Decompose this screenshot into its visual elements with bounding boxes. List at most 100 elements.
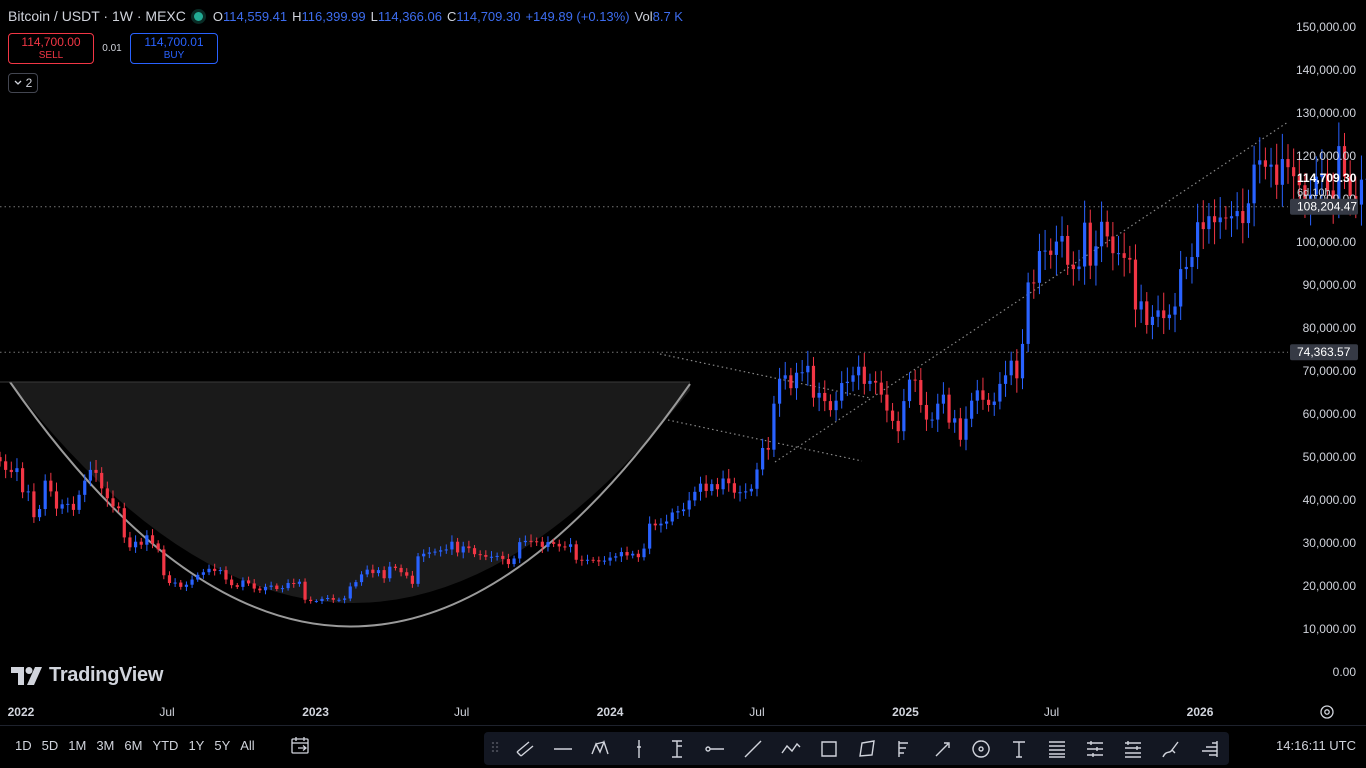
candle-up xyxy=(26,491,30,493)
vertical-cursor-tool[interactable] xyxy=(620,732,658,765)
candle-up xyxy=(834,400,838,411)
candle-down xyxy=(986,399,991,405)
candle-up xyxy=(184,584,189,587)
candle-down xyxy=(472,548,477,555)
candle-down xyxy=(874,380,878,383)
low-label: L xyxy=(370,8,378,24)
buy-button[interactable]: 114,700.01 BUY xyxy=(130,33,218,64)
candle-up xyxy=(930,419,934,421)
horizontal-ray-tool[interactable] xyxy=(696,732,734,765)
candle-up xyxy=(1150,316,1155,325)
candle-up xyxy=(1207,216,1211,230)
candle-down xyxy=(789,375,793,389)
candle-down xyxy=(275,585,279,590)
price-tick-label: 140,000.00 xyxy=(1296,63,1356,77)
candle-down xyxy=(1133,259,1138,310)
drag-handle-icon[interactable]: ⠿ xyxy=(489,740,501,756)
candle-down xyxy=(4,461,8,470)
candle-up xyxy=(512,558,516,565)
candle-up xyxy=(664,521,669,524)
chart-canvas[interactable]: 0.00 10,000.00 20,000.00 30,000.00 40,000.00… xyxy=(0,0,1366,725)
gann-fan-tool[interactable] xyxy=(1114,732,1152,765)
candle-down xyxy=(732,483,736,493)
candle-up xyxy=(1026,282,1030,344)
time-tick-label: 2022 xyxy=(8,705,35,719)
path-tool[interactable] xyxy=(772,732,810,765)
range-ytd[interactable]: YTD xyxy=(152,738,179,753)
price-tick-label: 80,000.00 xyxy=(1303,321,1357,335)
candle-down xyxy=(1292,167,1296,177)
candle-down xyxy=(371,569,375,574)
settings-icon[interactable] xyxy=(1320,705,1334,719)
candle-up xyxy=(1094,246,1098,266)
candle-up xyxy=(354,582,358,587)
candle-down xyxy=(535,541,539,543)
candle-down xyxy=(1212,216,1217,223)
candle-up xyxy=(241,580,245,587)
indicators-toggle[interactable]: 2 xyxy=(8,73,38,93)
trend-line-tool[interactable] xyxy=(734,732,772,765)
clock[interactable]: 14:16:11 UTC xyxy=(1276,738,1356,753)
candle-down xyxy=(591,559,595,561)
volume-profile-tool[interactable] xyxy=(1190,732,1228,765)
candle-up xyxy=(207,568,211,573)
candle-down xyxy=(1286,159,1290,168)
pen-arrow-tool[interactable] xyxy=(924,732,962,765)
channel-lower xyxy=(667,419,863,462)
range-5d[interactable]: 5D xyxy=(41,738,59,753)
fib-retracement-tool[interactable] xyxy=(1038,732,1076,765)
range-all[interactable]: All xyxy=(240,738,255,753)
candle-down xyxy=(540,541,544,547)
candle-up xyxy=(523,540,527,543)
symbol-title[interactable]: Bitcoin / USDT · 1W · MEXC xyxy=(8,8,186,24)
candle-down xyxy=(506,558,511,565)
polygon-icon xyxy=(859,739,875,757)
candle-up xyxy=(602,560,607,562)
candle-down xyxy=(924,404,929,420)
circle-tool[interactable] xyxy=(962,732,1000,765)
text-tool[interactable] xyxy=(1000,732,1038,765)
range-1y[interactable]: 1Y xyxy=(188,738,205,753)
parallel-channel-tool[interactable] xyxy=(506,732,544,765)
xabcd-pattern-tool[interactable] xyxy=(582,732,620,765)
candle-up xyxy=(794,372,799,389)
range-3m[interactable]: 3M xyxy=(96,738,115,753)
candle-down xyxy=(890,410,895,421)
candle-down xyxy=(1162,310,1166,319)
candle-down xyxy=(167,575,172,583)
candle-up xyxy=(970,400,974,419)
candle-down xyxy=(292,582,296,584)
price-tick-label: 100,000.00 xyxy=(1296,235,1356,249)
pen-arrow-icon xyxy=(935,741,950,756)
time-tick-label: Jul xyxy=(454,705,469,719)
range-1d[interactable]: 1D xyxy=(15,738,32,753)
candle-down xyxy=(258,588,262,591)
range-5y[interactable]: 5Y xyxy=(214,738,231,753)
time-tick-label: 2026 xyxy=(1187,705,1214,719)
level-price-badge xyxy=(1290,198,1358,215)
polygon-tool[interactable] xyxy=(848,732,886,765)
candle-down xyxy=(885,394,889,411)
open-label: O xyxy=(212,8,224,24)
long-position-tool[interactable] xyxy=(658,732,696,765)
volume-label: Vol xyxy=(634,8,653,24)
goto-date-icon[interactable] xyxy=(290,736,312,761)
horizontal-line-tool[interactable] xyxy=(544,732,582,765)
candle-up xyxy=(772,403,776,450)
fib-tool[interactable] xyxy=(886,732,924,765)
range-6m[interactable]: 6M xyxy=(124,738,143,753)
candle-up xyxy=(342,598,347,600)
pitchfork-tool[interactable] xyxy=(1076,732,1114,765)
time-tick-label: 2025 xyxy=(892,705,919,719)
brush-icon xyxy=(1162,741,1179,757)
candle-up xyxy=(761,447,765,470)
tradingview-logo[interactable]: TradingView xyxy=(11,664,163,687)
buy-label: BUY xyxy=(163,49,185,61)
sell-button[interactable]: 114,700.00 SELL xyxy=(8,33,94,64)
price-tick-label: 70,000.00 xyxy=(1303,364,1357,378)
brush-tool[interactable] xyxy=(1152,732,1190,765)
range-1m[interactable]: 1M xyxy=(68,738,87,753)
candle-down xyxy=(484,555,488,557)
rectangle-tool[interactable] xyxy=(810,732,848,765)
market-status-icon[interactable] xyxy=(193,11,203,21)
